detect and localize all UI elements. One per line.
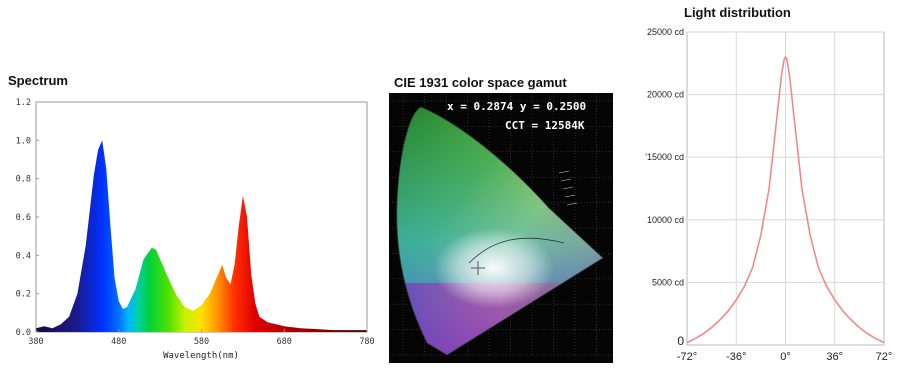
cie-spectral-locus <box>396 106 604 356</box>
spectrum-y-tick-label: 1.2 <box>16 98 31 108</box>
light-y-tick-label: '15000 cd <box>645 152 684 162</box>
light-y-tick-label: 25000 cd <box>647 27 684 37</box>
spectrum-x-axis-label: Wavelength(nm) <box>163 351 239 361</box>
light-x-tick-label: 72° <box>876 351 893 363</box>
light-y-tick-label: 5000 cd <box>652 277 684 287</box>
light-x-tick-label: -72° <box>677 351 697 363</box>
spectrum-y-tick-label: 0.4 <box>16 251 31 261</box>
light-distribution-title: Light distribution <box>684 5 791 20</box>
cie-chromaticity-point <box>471 261 485 275</box>
spectrum-x-tick-label: 780 <box>359 337 374 347</box>
spectrum-y-tick-label: 0.2 <box>16 290 31 300</box>
spectrum-x-tick-label: 580 <box>194 337 209 347</box>
spectrum-y-tick-label: 0.0 <box>16 328 31 338</box>
light-grid <box>687 31 884 345</box>
light-y-tick-label: 0 <box>677 334 684 348</box>
light-y-tick-label: 10000 cd <box>647 215 684 225</box>
light-distribution-curve <box>686 55 885 344</box>
spectrum-x-tick-label: 480 <box>111 337 126 347</box>
light-distribution-chart: 0 5000 cd 10000 cd '15000 cd 20000 cd 25000 c… <box>645 27 893 363</box>
spectrum-y-tick-label: 0.6 <box>16 213 31 223</box>
spectrum-area <box>36 140 367 332</box>
spectrum-x-tick-label: 380 <box>28 337 43 347</box>
cie-chart: x = 0.2874 y = 0.2500 CCT = 12584K <box>389 93 613 363</box>
spectrum-y-tick-label: 0.8 <box>16 175 31 185</box>
spectrum-x-tick-label: 680 <box>277 337 292 347</box>
spectrum-chart: 0.0 0.2 0.4 0.6 0.8 1.0 1.2 380 480 580 680 780 Wa… <box>16 98 375 361</box>
cie-title: CIE 1931 color space gamut <box>394 75 567 90</box>
light-x-tick-label: 0° <box>780 351 791 363</box>
cie-cct-annotation: CCT = 12584K <box>505 119 585 132</box>
cie-planckian-locus <box>468 237 565 264</box>
spectrum-y-tick-label: 1.0 <box>16 136 31 146</box>
light-y-tick-label: 20000 cd <box>647 90 684 100</box>
light-x-tick-label: 36° <box>826 351 843 363</box>
cie-locus-ticks <box>558 170 578 206</box>
cie-xy-annotation: x = 0.2874 y = 0.2500 <box>447 100 586 113</box>
spectrum-title: Spectrum <box>8 73 68 88</box>
light-x-tick-label: -36° <box>726 351 746 363</box>
